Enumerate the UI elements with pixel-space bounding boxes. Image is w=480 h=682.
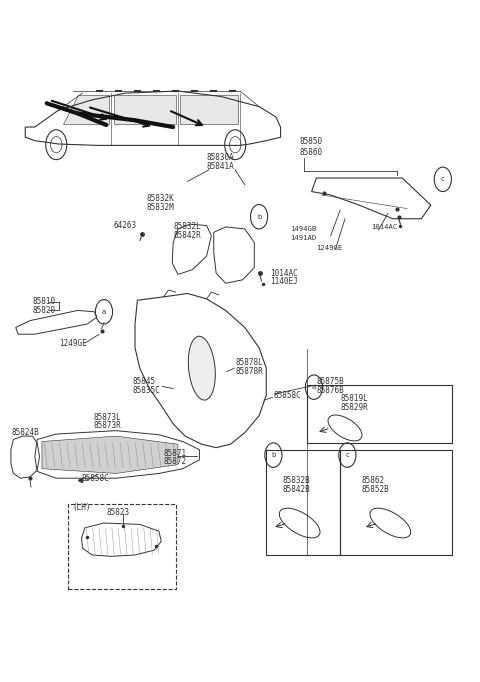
Text: 85860: 85860 bbox=[300, 148, 323, 157]
Polygon shape bbox=[180, 95, 238, 123]
Text: b: b bbox=[257, 213, 261, 220]
Text: 85871: 85871 bbox=[164, 449, 187, 458]
Text: 85858C: 85858C bbox=[274, 391, 301, 400]
Text: 85841A: 85841A bbox=[206, 162, 234, 171]
Text: 1140EJ: 1140EJ bbox=[270, 278, 298, 286]
Text: 85832B: 85832B bbox=[283, 476, 311, 485]
Text: 1249GE: 1249GE bbox=[59, 338, 86, 348]
Bar bbox=[266, 449, 340, 555]
Text: 85829R: 85829R bbox=[340, 403, 368, 412]
Text: 85873R: 85873R bbox=[93, 421, 121, 430]
Text: 85872: 85872 bbox=[164, 458, 187, 466]
Bar bbox=[307, 385, 452, 443]
Text: 85842R: 85842R bbox=[173, 231, 201, 240]
Text: 85873L: 85873L bbox=[93, 413, 121, 421]
Text: 1491AD: 1491AD bbox=[290, 235, 316, 241]
Text: b: b bbox=[271, 452, 276, 458]
Polygon shape bbox=[42, 436, 178, 473]
Text: c: c bbox=[346, 452, 349, 458]
Text: 85850: 85850 bbox=[300, 138, 323, 147]
Text: 1494GB: 1494GB bbox=[290, 226, 316, 232]
Text: (LH): (LH) bbox=[72, 503, 91, 512]
Text: a: a bbox=[312, 384, 316, 390]
Text: 85832M: 85832M bbox=[147, 203, 175, 211]
Text: 85820: 85820 bbox=[33, 306, 56, 315]
Text: 85810: 85810 bbox=[33, 297, 56, 306]
Text: 85858C: 85858C bbox=[82, 475, 109, 484]
Text: 85878L: 85878L bbox=[235, 358, 263, 367]
Text: 85842B: 85842B bbox=[283, 485, 311, 494]
Text: 85835C: 85835C bbox=[132, 386, 160, 395]
Text: c: c bbox=[441, 177, 445, 182]
Ellipse shape bbox=[188, 336, 216, 400]
Text: 1249GE: 1249GE bbox=[316, 245, 343, 251]
Text: 85845: 85845 bbox=[132, 377, 156, 386]
Text: 85830A: 85830A bbox=[206, 153, 234, 162]
Text: 85819L: 85819L bbox=[340, 394, 368, 403]
Text: 64263: 64263 bbox=[114, 221, 137, 230]
Polygon shape bbox=[114, 95, 176, 123]
Text: 85875B: 85875B bbox=[316, 377, 344, 386]
Text: 85852B: 85852B bbox=[362, 485, 389, 494]
Text: 85878R: 85878R bbox=[235, 367, 263, 376]
Text: 85862: 85862 bbox=[362, 476, 385, 485]
Text: 85832L: 85832L bbox=[173, 222, 201, 231]
Text: 85832K: 85832K bbox=[147, 194, 175, 203]
Text: 85824B: 85824B bbox=[12, 428, 40, 437]
Text: 85823: 85823 bbox=[107, 507, 130, 517]
Text: a: a bbox=[102, 309, 106, 315]
Text: 85876B: 85876B bbox=[316, 386, 344, 395]
Text: 1014AC: 1014AC bbox=[270, 269, 298, 278]
Polygon shape bbox=[63, 95, 109, 123]
Text: 1014AC: 1014AC bbox=[371, 224, 397, 230]
Bar bbox=[340, 449, 452, 555]
